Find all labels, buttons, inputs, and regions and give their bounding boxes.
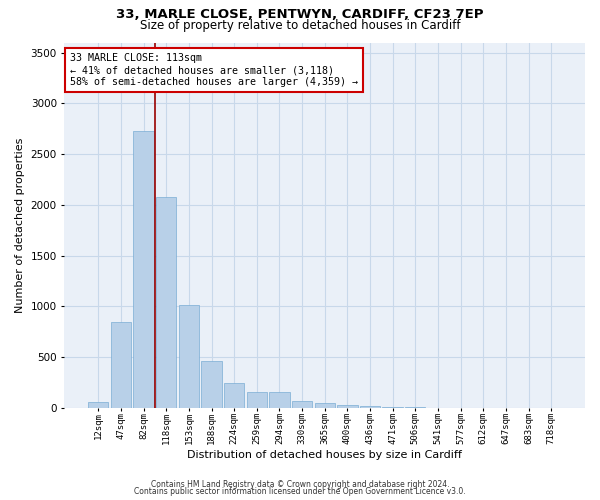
Bar bbox=[337, 405, 358, 408]
Text: 33, MARLE CLOSE, PENTWYN, CARDIFF, CF23 7EP: 33, MARLE CLOSE, PENTWYN, CARDIFF, CF23 … bbox=[116, 8, 484, 20]
Bar bbox=[247, 392, 267, 408]
Bar bbox=[202, 362, 221, 408]
Bar bbox=[382, 406, 403, 408]
X-axis label: Distribution of detached houses by size in Cardiff: Distribution of detached houses by size … bbox=[187, 450, 462, 460]
Y-axis label: Number of detached properties: Number of detached properties bbox=[15, 138, 25, 313]
Bar bbox=[179, 306, 199, 408]
Text: Contains public sector information licensed under the Open Government Licence v3: Contains public sector information licen… bbox=[134, 487, 466, 496]
Bar bbox=[360, 406, 380, 408]
Bar bbox=[269, 392, 290, 408]
Text: Contains HM Land Registry data © Crown copyright and database right 2024.: Contains HM Land Registry data © Crown c… bbox=[151, 480, 449, 489]
Bar bbox=[111, 322, 131, 408]
Text: Size of property relative to detached houses in Cardiff: Size of property relative to detached ho… bbox=[140, 18, 460, 32]
Bar bbox=[314, 403, 335, 408]
Bar bbox=[88, 402, 109, 408]
Text: 33 MARLE CLOSE: 113sqm
← 41% of detached houses are smaller (3,118)
58% of semi-: 33 MARLE CLOSE: 113sqm ← 41% of detached… bbox=[70, 54, 358, 86]
Bar bbox=[156, 198, 176, 408]
Bar bbox=[292, 402, 312, 408]
Bar bbox=[405, 407, 425, 408]
Bar bbox=[133, 131, 154, 408]
Bar bbox=[224, 382, 244, 408]
